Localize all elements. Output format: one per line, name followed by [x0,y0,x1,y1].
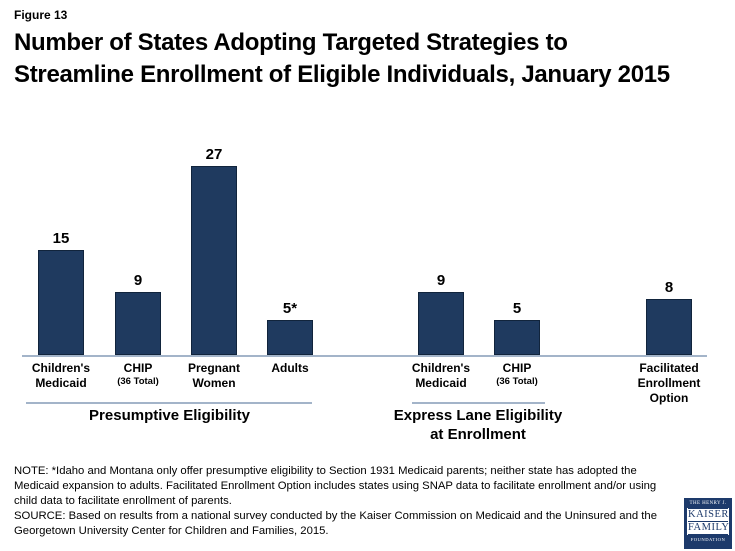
category-line: Pregnant [187,361,240,375]
category-label-facilitated-enrollment-option: Facilitated Enrollment Option [614,361,724,406]
category-line: Medicaid [35,376,87,390]
bar-value-label: 9 [133,272,143,289]
bar-group-adults-pe: 5* [267,300,313,355]
bar [418,292,464,355]
bar-group-chip-pe: 9 [115,272,161,355]
bar-group-childrens-medicaid-pe: 15 [38,230,84,355]
bar-group-childrens-medicaid-ele: 9 [418,272,464,355]
bar [494,320,540,355]
category-label-chip-pe: CHIP (36 Total) [83,361,193,387]
category-label-pregnant-women: Pregnant Women [159,361,269,391]
bar-value-label: 5* [282,300,298,317]
category-line: Enrollment [637,376,701,390]
group-label-line-1: Express Lane Eligibility [393,407,563,424]
figure-label: Figure 13 [14,8,68,22]
category-line: Adults [271,361,309,375]
bar-value-label: 27 [205,146,223,163]
kaiser-family-foundation-logo: THE HENRY J. KAISER FAMILY FOUNDATION [684,498,732,549]
bar-group-chip-ele: 5 [494,300,540,355]
bar [267,320,313,355]
page-title: Number of States Adopting Targeted Strat… [14,27,729,91]
group-underline-presumptive [26,402,312,404]
bar-value-label: 5 [512,300,522,317]
logo-text-kaiser: KAISER [688,508,729,520]
group-underline-express-lane [412,402,545,404]
title-line-1: Number of States Adopting Targeted Strat… [14,29,568,56]
category-subtext: (36 Total) [117,376,159,387]
bar-value-label: 8 [664,279,674,296]
bar [38,250,84,355]
category-line: Option [649,391,689,405]
note-and-source-text: NOTE: *Idaho and Montana only offer pres… [14,464,679,539]
note-line: child data to facilitate enrollment of p… [14,495,232,507]
logo-center-panel: KAISER FAMILY [687,508,729,535]
category-line: Children's [411,361,471,375]
logo-text-henry-j: THE HENRY J. [689,501,727,506]
category-subtext: (36 Total) [496,376,538,387]
logo-text-foundation: FOUNDATION [690,537,726,542]
bar-group-pregnant-women-pe: 27 [191,146,237,355]
category-line: CHIP [502,361,532,375]
category-line: Children's [31,361,91,375]
category-line: Women [192,376,236,390]
category-label-childrens-medicaid-pe: Children's Medicaid [6,361,116,391]
x-axis-line [22,355,707,357]
group-label-express-lane: Express Lane Eligibility at Enrollment [368,406,588,444]
source-line: Georgetown University Center for Childre… [14,525,329,537]
bar-value-label: 15 [52,230,70,247]
category-line: Facilitated [639,361,699,375]
bar [191,166,237,355]
bar-group-facilitated-enrollment: 8 [646,279,692,355]
category-line: CHIP [123,361,153,375]
group-label-line-2: at Enrollment [430,426,526,443]
note-line: NOTE: *Idaho and Montana only offer pres… [14,465,637,477]
bar-value-label: 9 [436,272,446,289]
category-line: Medicaid [415,376,467,390]
group-label-presumptive-eligibility: Presumptive Eligibility [89,407,250,424]
category-label-adults: Adults [235,361,345,376]
bar [646,299,692,355]
category-label-childrens-medicaid-ele: Children's Medicaid [386,361,496,391]
source-line: SOURCE: Based on results from a national… [14,510,658,522]
title-line-2: Streamline Enrollment of Eligible Indivi… [14,61,670,88]
logo-text-family: FAMILY [688,521,730,535]
category-label-chip-ele: CHIP (36 Total) [462,361,572,387]
note-line: Medicaid expansion to adults. Facilitate… [14,480,657,492]
bar [115,292,161,355]
bar-chart-plot-area: 15 9 27 5* 9 5 8 [38,146,692,355]
